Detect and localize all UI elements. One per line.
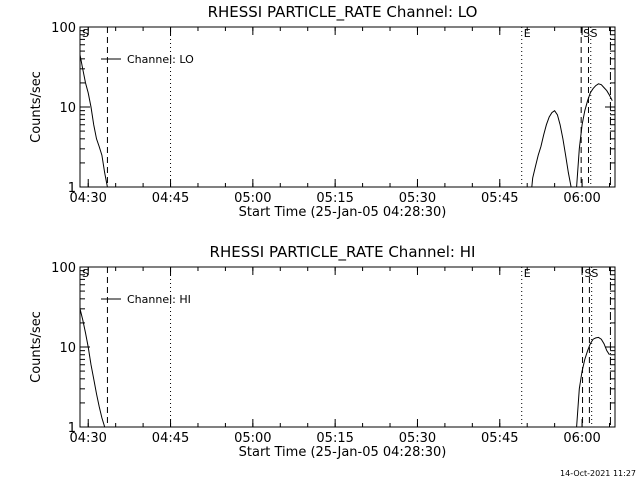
y-tick-label: 10 bbox=[59, 101, 76, 116]
event-marker-label: S bbox=[82, 267, 89, 280]
event-marker-label: E bbox=[524, 267, 531, 280]
event-marker-label: S bbox=[591, 267, 598, 280]
x-tick-label: 06:00 bbox=[563, 191, 600, 206]
y-tick-label: 10 bbox=[59, 341, 76, 356]
event-marker-label: S bbox=[583, 27, 590, 40]
y-tick-label: 100 bbox=[51, 261, 76, 276]
series-line bbox=[80, 308, 106, 427]
x-tick-label: 05:45 bbox=[481, 431, 518, 446]
chart-title: RHESSI PARTICLE_RATE Channel: HI bbox=[210, 243, 476, 262]
y-tick-label: 1 bbox=[68, 181, 76, 196]
y-axis-label: Counts/sec bbox=[29, 311, 44, 383]
y-axis-label: Counts/sec bbox=[29, 71, 44, 143]
x-tick-label: 04:45 bbox=[152, 431, 189, 446]
lo-channel-panel: RHESSI PARTICLE_RATE Channel: LO 04:30 04:… bbox=[29, 3, 616, 220]
footer-timestamp: 14-Oct-2021 11:27 bbox=[560, 469, 636, 478]
x-tick-label: 05:15 bbox=[316, 191, 353, 206]
event-marker-label: S bbox=[585, 267, 592, 280]
series-line bbox=[531, 109, 572, 187]
x-tick-label: 04:30 bbox=[69, 191, 106, 206]
event-marker-label: E bbox=[524, 27, 531, 40]
x-tick-label: 05:00 bbox=[234, 191, 271, 206]
x-tick-label: 04:45 bbox=[152, 191, 189, 206]
x-tick-label: 05:00 bbox=[234, 431, 271, 446]
x-tick-label: 05:15 bbox=[316, 431, 353, 446]
legend-label: Channel: HI bbox=[127, 293, 191, 306]
legend-label: Channel: LO bbox=[127, 53, 194, 66]
x-tick-label: 05:30 bbox=[399, 431, 436, 446]
x-tick-label: 05:30 bbox=[399, 191, 436, 206]
event-marker-label: S bbox=[82, 27, 89, 40]
chart-title: RHESSI PARTICLE_RATE Channel: LO bbox=[208, 3, 478, 22]
series-line bbox=[576, 336, 610, 427]
x-tick-label: 05:45 bbox=[481, 191, 518, 206]
plot-frame bbox=[79, 266, 616, 428]
hi-channel-panel: RHESSI PARTICLE_RATE Channel: HI 04:30 04:… bbox=[29, 243, 616, 460]
series-line bbox=[80, 54, 108, 187]
x-axis-label: Start Time (25-Jan-05 04:28:30) bbox=[239, 445, 447, 460]
x-tick-label: 06:00 bbox=[563, 431, 600, 446]
plot-frame bbox=[79, 26, 616, 188]
x-tick-label: 04:30 bbox=[69, 431, 106, 446]
y-tick-label: 1 bbox=[68, 421, 76, 436]
series-line bbox=[576, 83, 613, 187]
x-axis-label: Start Time (25-Jan-05 04:28:30) bbox=[239, 205, 447, 220]
event-marker-label: S bbox=[590, 27, 597, 40]
y-tick-label: 100 bbox=[51, 21, 76, 36]
